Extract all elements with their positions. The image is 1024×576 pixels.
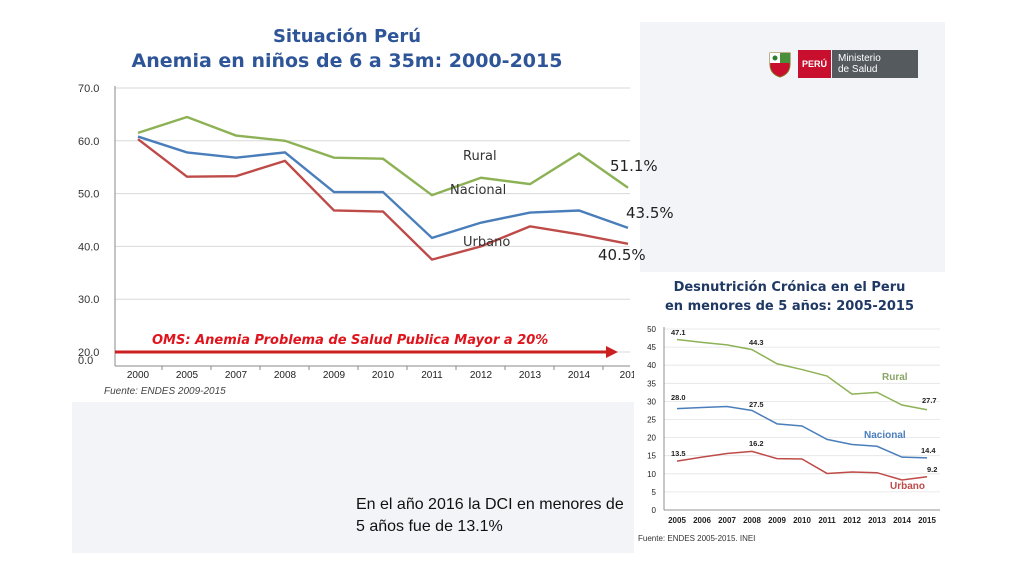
dci-x-tick-label: 2009 (768, 516, 786, 525)
dci-y-tick-label: 0 (652, 506, 657, 515)
anemia-chart-title: Situación Perú (272, 26, 422, 47)
dci-series-line-urbano (676, 450, 928, 481)
anemia-y-tick-label: 40.0 (78, 241, 99, 253)
dci-series-name-nacional: Nacional (864, 430, 906, 441)
dci-data-label: 16.2 (749, 439, 764, 448)
anemia-end-label-nacional: 43.5% (626, 204, 674, 222)
anemia-end-label-urbano: 40.5% (598, 246, 646, 264)
dci-series-name-rural: Rural (882, 372, 908, 383)
dci-data-label: 44.3 (749, 338, 764, 347)
anemia-x-tick-label: 2010 (372, 370, 395, 381)
logo-ministry-line2: de Salud (838, 64, 878, 75)
dci-data-label: 28.0 (671, 393, 686, 402)
dci-data-label: 47.1 (671, 328, 686, 337)
logo-country: PERÚ (798, 50, 831, 78)
dci-data-label: 14.4 (921, 446, 936, 455)
dci-y-tick-label: 20 (647, 434, 656, 443)
anemia-y-tick-label: 70.0 (78, 83, 99, 95)
dci-x-tick-label: 2008 (743, 516, 761, 525)
anemia-x-tick-label: 2013 (519, 370, 542, 381)
anemia-x-tick-label: 2014 (568, 370, 591, 381)
anemia-series-name-rural: Rural (463, 149, 497, 164)
anemia-x-tick-label: 2011 (421, 370, 443, 381)
anemia-x-tick-label: 201 (620, 370, 637, 381)
dci-y-tick-label: 25 (647, 416, 656, 425)
dci-y-tick-label: 10 (647, 470, 656, 479)
dci-x-tick-label: 2006 (693, 516, 711, 525)
anemia-series-line-nacional (137, 135, 629, 240)
dci-y-tick-label: 30 (647, 397, 656, 406)
oms-arrow-head-icon (606, 346, 618, 358)
dci-x-tick-label: 2005 (668, 516, 686, 525)
dci-x-tick-label: 2012 (843, 516, 861, 525)
dci-chart-title: Desnutrición Crónica en el Peru (673, 280, 906, 295)
anemia-x-tick-label: 2012 (470, 370, 493, 381)
logo-ministry-line1: Ministerio (838, 53, 881, 64)
dci-data-label: 13.5 (671, 449, 686, 458)
anemia-source: Fuente: ENDES 2009-2015 (104, 386, 226, 397)
dci-y-tick-label: 45 (647, 343, 656, 352)
dci-data-label: 9.2 (927, 465, 937, 474)
dci-series-name-urbano: Urbano (890, 481, 925, 492)
dci-y-tick-label: 40 (647, 361, 656, 370)
dci-x-tick-label: 2007 (718, 516, 736, 525)
dci-x-tick-label: 2015 (918, 516, 936, 525)
dci-y-tick-label: 50 (647, 325, 656, 334)
dci-data-label: 27.7 (922, 396, 937, 405)
coat-of-arms-icon (769, 52, 791, 78)
logo-ministry: Ministerio de Salud (832, 50, 918, 78)
dci-x-tick-label: 2014 (893, 516, 911, 525)
anemia-x-tick-label: 2009 (323, 370, 346, 381)
anemia-series-line-rural (137, 115, 629, 197)
dci-series-line-nacional (676, 405, 928, 459)
anemia-y-tick-label: 60.0 (78, 136, 99, 148)
dci-y-tick-label: 35 (647, 379, 656, 388)
dci-source: Fuente: ENDES 2005-2015. INEI (638, 534, 756, 543)
anemia-y-tick-label: 20.0 (78, 347, 99, 359)
anemia-x-tick-label: 2000 (127, 370, 150, 381)
dci-y-tick-label: 5 (652, 488, 657, 497)
anemia-series-name-nacional: Nacional (450, 183, 506, 198)
anemia-y-tick-label: 30.0 (78, 294, 99, 306)
dci-chart-panel (634, 272, 945, 553)
anemia-series-line-urbano (137, 138, 629, 261)
dci-chart-subtitle: en menores de 5 años: 2005-2015 (664, 299, 915, 314)
anemia-x-tick-label: 2007 (225, 370, 248, 381)
oms-reference-label: OMS: Anemia Problema de Salud Publica Ma… (152, 333, 548, 348)
anemia-series-name-urbano: Urbano (463, 235, 510, 250)
dci-x-tick-label: 2013 (868, 516, 886, 525)
ministerio-salud-logo: PERÚ Ministerio de Salud (768, 50, 918, 78)
dci-x-tick-label: 2011 (818, 516, 836, 525)
anemia-x-tick-label: 2008 (274, 370, 297, 381)
anemia-chart-subtitle: Anemia en niños de 6 a 35m: 2000-2015 (131, 50, 563, 72)
anemia-x-tick-label: 2005 (176, 370, 199, 381)
anemia-y-tick-label: 0.0 (78, 355, 93, 367)
dci-y-tick-label: 15 (647, 452, 656, 461)
dci-x-tick-label: 2010 (793, 516, 811, 525)
dci-series-line-rural (676, 338, 928, 411)
anemia-y-tick-label: 50.0 (78, 189, 99, 201)
dci-2016-note: En el año 2016 la DCI en menores de 5 añ… (356, 496, 624, 535)
dci-data-label: 27.5 (749, 400, 764, 409)
anemia-end-label-rural: 51.1% (610, 157, 658, 175)
